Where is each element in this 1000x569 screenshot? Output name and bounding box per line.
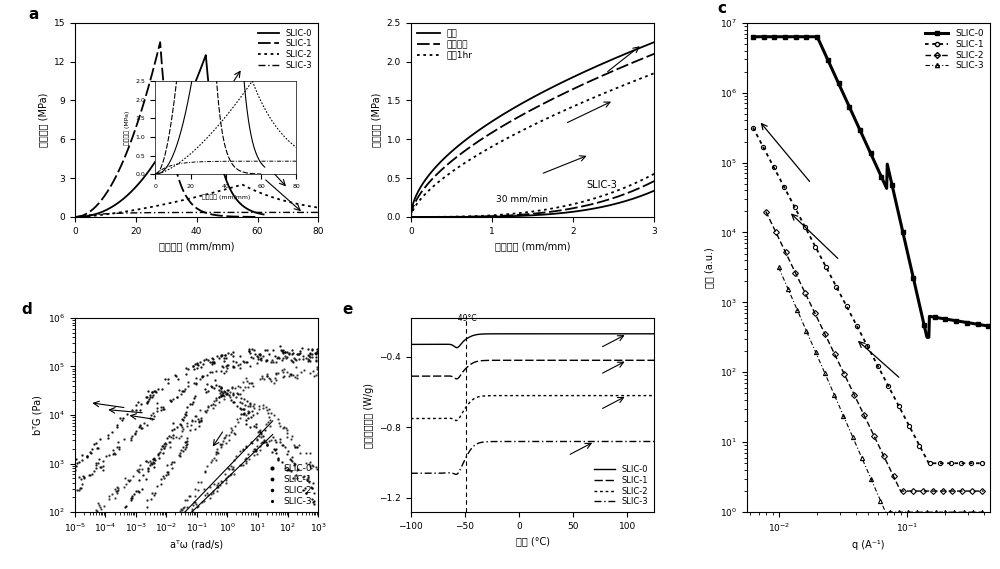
Text: e: e <box>343 302 353 317</box>
X-axis label: 温度 (°C): 温度 (°C) <box>516 537 550 546</box>
Text: c: c <box>717 1 726 16</box>
X-axis label: aᵀω (rad/s): aᵀω (rad/s) <box>170 540 223 550</box>
Legend: SLIC-0, SLIC-1, SLIC-2, SLIC-3: SLIC-0, SLIC-1, SLIC-2, SLIC-3 <box>593 464 650 508</box>
Y-axis label: 强度 (a.u.): 强度 (a.u.) <box>704 247 714 288</box>
Text: a: a <box>29 7 39 22</box>
Y-axis label: 拉伸应力 (MPa): 拉伸应力 (MPa) <box>38 93 48 147</box>
X-axis label: 复合应变 (mm/mm): 复合应变 (mm/mm) <box>495 241 570 251</box>
Legend: SLIC-0, SLIC-1, SLIC-2, SLIC-3: SLIC-0, SLIC-1, SLIC-2, SLIC-3 <box>265 463 314 508</box>
Y-axis label: 按比例的热流 (W/g): 按比例的热流 (W/g) <box>364 382 374 447</box>
Legend: SLIC-0, SLIC-1, SLIC-2, SLIC-3: SLIC-0, SLIC-1, SLIC-2, SLIC-3 <box>257 27 314 71</box>
Text: SLIC-3: SLIC-3 <box>586 180 617 190</box>
Legend: SLIC-0, SLIC-1, SLIC-2, SLIC-3: SLIC-0, SLIC-1, SLIC-2, SLIC-3 <box>923 27 985 72</box>
Legend: 初始, 连续拉伸, 松弛1hr: 初始, 连续拉伸, 松弛1hr <box>415 27 475 61</box>
Text: -49°C: -49°C <box>455 314 477 323</box>
X-axis label: 拉伸应变 (mm/mm): 拉伸应变 (mm/mm) <box>159 241 234 251</box>
Y-axis label: 拉伸应力 (MPa): 拉伸应力 (MPa) <box>371 93 381 147</box>
Text: d: d <box>21 302 32 317</box>
X-axis label: q (A⁻¹): q (A⁻¹) <box>852 540 885 550</box>
Y-axis label: bᵀG (Pa): bᵀG (Pa) <box>32 395 42 435</box>
Text: 30 mm/min: 30 mm/min <box>496 195 548 203</box>
